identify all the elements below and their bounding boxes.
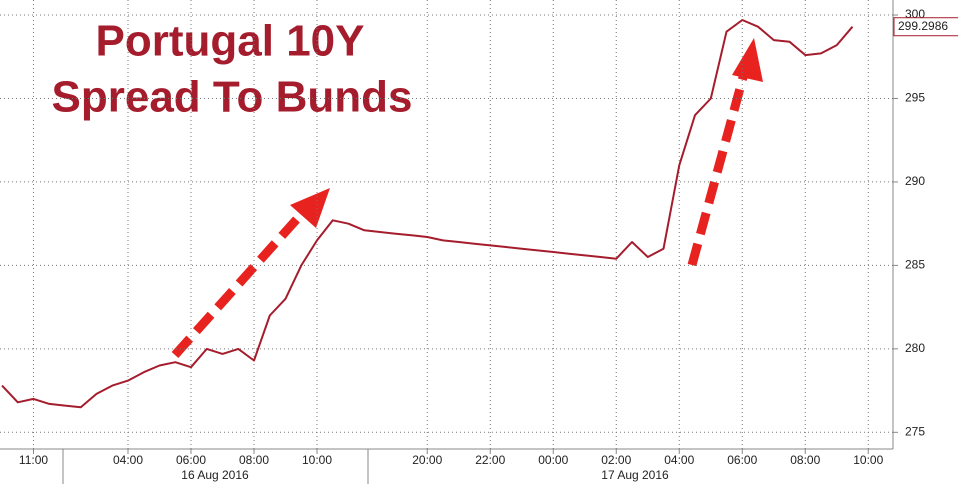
y-tick-label: 295 xyxy=(905,91,925,105)
x-tick-label: 11:00 xyxy=(19,453,48,467)
arrow-head xyxy=(732,38,763,82)
last-value-label: 299.2986 xyxy=(898,19,948,33)
x-tick-label: 10:00 xyxy=(302,453,332,467)
x-tick-label: 06:00 xyxy=(176,453,206,467)
chart-title: Spread To Bunds xyxy=(52,73,413,122)
y-tick-label: 285 xyxy=(905,258,925,272)
x-tick-label: 04:00 xyxy=(113,453,143,467)
x-tick-label: 06:00 xyxy=(727,453,757,467)
x-group-label: 16 Aug 2016 xyxy=(181,468,249,482)
y-tick-label: 280 xyxy=(905,341,925,355)
y-tick-label: 275 xyxy=(905,424,925,438)
x-tick-label: 00:00 xyxy=(538,453,568,467)
x-tick-label: 10:00 xyxy=(853,453,883,467)
arrow-head xyxy=(290,188,330,228)
x-tick-label: 04:00 xyxy=(664,453,694,467)
x-tick-label: 08:00 xyxy=(790,453,820,467)
x-tick-label: 20:00 xyxy=(412,453,442,467)
last-value-box xyxy=(893,17,958,37)
x-tick-label: 02:00 xyxy=(601,453,631,467)
x-tick-label: 08:00 xyxy=(239,453,269,467)
y-tick-label: 290 xyxy=(905,174,925,188)
data-line xyxy=(1,19,854,409)
chart-title: Portugal 10Y xyxy=(96,17,365,66)
x-tick-label: 22:00 xyxy=(475,453,505,467)
arrow-shaft xyxy=(687,68,750,267)
x-group-label: 17 Aug 2016 xyxy=(601,468,669,482)
arrow-shaft xyxy=(171,206,309,359)
arrows xyxy=(171,38,763,359)
